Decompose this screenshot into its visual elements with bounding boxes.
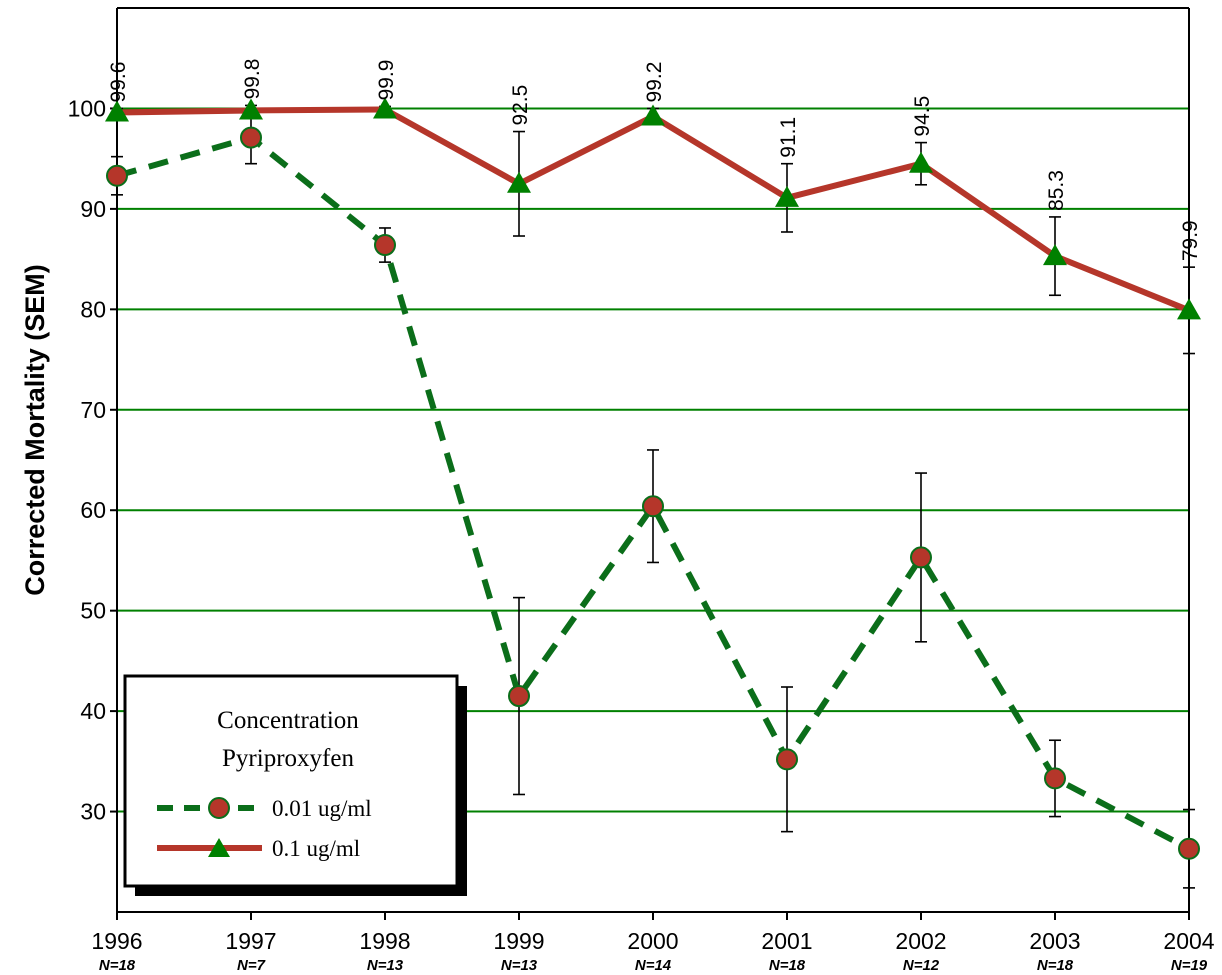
legend-title-line1: Concentration bbox=[217, 707, 359, 734]
x-tick-label: 2002 bbox=[895, 928, 946, 954]
x-tick-label: 2003 bbox=[1029, 928, 1080, 954]
legend-swatch-marker-1 bbox=[208, 838, 230, 857]
x-tick-label: 2001 bbox=[761, 928, 812, 954]
data-point-low-conc bbox=[508, 685, 530, 708]
x-tick-label: 1996 bbox=[91, 928, 142, 954]
data-point-low-conc bbox=[776, 748, 798, 771]
data-labels: 99.6 99.8 99.9 92.5 99.2 91.1 94.5 85.3 79.9 bbox=[107, 59, 1202, 262]
legend-swatch-marker-0 bbox=[208, 797, 230, 819]
data-point-high-conc bbox=[105, 100, 129, 122]
data-point-low-conc bbox=[1044, 767, 1066, 790]
x-sample-size-label: N=13 bbox=[501, 957, 538, 974]
x-tick-label: 2000 bbox=[627, 928, 678, 954]
x-tick-label: 1998 bbox=[359, 928, 410, 954]
series bbox=[105, 97, 1201, 889]
data-point-high-conc bbox=[507, 171, 531, 193]
x-sample-size-label: N=18 bbox=[1037, 957, 1074, 974]
data-label-high-conc: 92.5 bbox=[509, 85, 532, 126]
series-line-high-conc bbox=[116, 106, 1191, 314]
y-axis-label: Corrected Mortality (SEM) bbox=[20, 264, 50, 596]
data-label-high-conc: 99.2 bbox=[643, 62, 666, 103]
data-point-high-conc bbox=[1177, 298, 1201, 320]
data-label-high-conc: 99.8 bbox=[241, 59, 264, 100]
y-tick-label: 90 bbox=[80, 196, 106, 222]
x-sample-size-label: N=7 bbox=[237, 957, 266, 974]
y-tick-label: 70 bbox=[80, 397, 106, 423]
y-tick-label: 30 bbox=[80, 799, 106, 825]
x-sample-size-label: N=18 bbox=[769, 957, 806, 974]
data-point-low-conc bbox=[642, 495, 664, 518]
data-point-high-conc bbox=[909, 151, 933, 173]
legend-item-0: 0.01 ug/ml bbox=[272, 796, 372, 821]
x-sample-size-label: N=13 bbox=[367, 957, 404, 974]
data-point-low-conc bbox=[1178, 837, 1200, 860]
data-point-low-conc bbox=[106, 164, 128, 187]
data-point-low-conc bbox=[910, 546, 932, 569]
data-label-high-conc: 94.5 bbox=[911, 96, 934, 137]
x-tick-label: 1997 bbox=[225, 928, 276, 954]
x-tick-label: 1999 bbox=[493, 928, 544, 954]
data-label-high-conc: 99.6 bbox=[107, 62, 130, 103]
legend-item-1: 0.1 ug/ml bbox=[272, 836, 360, 861]
data-point-low-conc bbox=[374, 234, 396, 257]
x-sample-size-label: N=14 bbox=[635, 957, 672, 974]
y-tick-label: 80 bbox=[80, 296, 106, 322]
data-label-high-conc: 99.9 bbox=[375, 60, 398, 101]
x-sample-size-label: N=18 bbox=[99, 957, 136, 974]
data-point-low-conc bbox=[240, 126, 262, 149]
x-sample-size-label: N=12 bbox=[903, 957, 940, 974]
x-tick-label: 2004 bbox=[1163, 928, 1214, 954]
data-label-high-conc: 79.9 bbox=[1179, 220, 1202, 261]
legend: Concentration Pyriproxyfen 0.01 ug/ml 0.… bbox=[123, 674, 467, 896]
data-label-high-conc: 91.1 bbox=[777, 117, 800, 158]
x-sample-size-label: N=19 bbox=[1171, 957, 1208, 974]
data-point-high-conc bbox=[239, 98, 263, 120]
legend-title-line2: Pyriproxyfen bbox=[222, 745, 354, 772]
data-point-high-conc bbox=[775, 185, 799, 207]
data-label-high-conc: 85.3 bbox=[1045, 170, 1068, 211]
data-point-high-conc bbox=[1043, 244, 1067, 266]
y-tick-label: 40 bbox=[80, 698, 106, 724]
axes: 30 40 50 60 70 80 90 100 1996 N=18 1997 N=7 1998 N=13… bbox=[68, 7, 1215, 974]
data-point-high-conc bbox=[373, 97, 397, 119]
y-tick-label: 100 bbox=[68, 95, 106, 121]
data-point-high-conc bbox=[641, 104, 665, 126]
y-tick-label: 60 bbox=[80, 497, 106, 523]
y-tick-label: 50 bbox=[80, 598, 106, 624]
